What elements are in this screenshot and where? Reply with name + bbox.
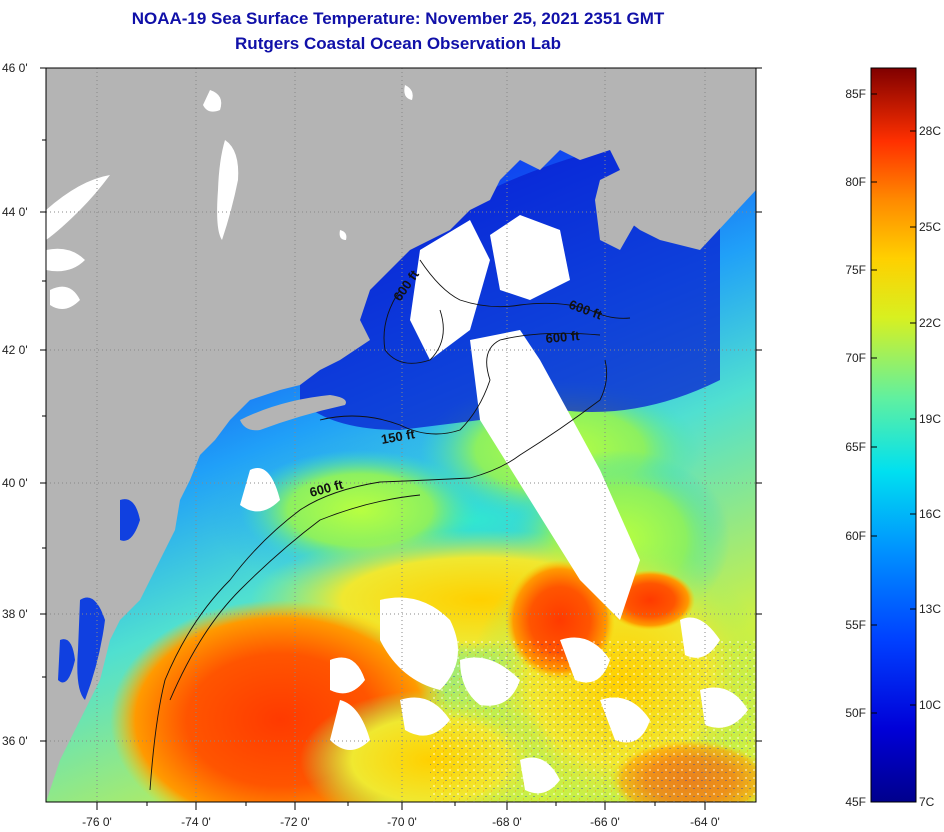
- lon-label-64: -64 0': [690, 815, 720, 829]
- temperature-colorbar: 85F 80F 75F 70F 65F 60F 55F 50F 45F 28C …: [845, 67, 941, 809]
- bays: [58, 499, 140, 700]
- colorbar-c-10: 10C: [919, 698, 941, 712]
- bathymetry-contours: [149, 259, 631, 791]
- lon-label-72: -72 0': [280, 815, 310, 829]
- colorbar-f-70: 70F: [845, 351, 866, 365]
- map-panel: 600 ft 600 ft 600 ft 150 ft 600 ft: [46, 68, 756, 802]
- lat-label-36: 36 0': [2, 734, 28, 748]
- colorbar-f-80: 80F: [845, 175, 866, 189]
- axis-ticks: [40, 67, 762, 810]
- longitude-labels: -76 0' -74 0' -72 0' -70 0' -68 0' -66 0…: [82, 815, 720, 829]
- colorbar-f-85: 85F: [845, 87, 866, 101]
- colorbar-c-19: 19C: [919, 412, 941, 426]
- lat-label-44: 44 0': [2, 205, 28, 219]
- lat-label-46: 46 0': [2, 61, 28, 75]
- colorbar-c-7: 7C: [919, 795, 935, 809]
- lon-label-74: -74 0': [181, 815, 211, 829]
- cloud-mask: [240, 215, 748, 794]
- colorbar-f-65: 65F: [845, 440, 866, 454]
- colorbar-c-16: 16C: [919, 507, 941, 521]
- colorbar-f-75: 75F: [845, 263, 866, 277]
- contour-label-3: 600 ft: [545, 328, 581, 346]
- colorbar-c-28: 28C: [919, 124, 941, 138]
- land-mask: [46, 68, 756, 802]
- colorbar-ticks: [871, 93, 916, 714]
- chart-subtitle: Rutgers Coastal Ocean Observation Lab: [235, 34, 561, 53]
- lat-label-40: 40 0': [2, 476, 28, 490]
- lat-label-38: 38 0': [2, 607, 28, 621]
- chart-title: NOAA-19 Sea Surface Temperature: Novembe…: [131, 9, 665, 28]
- lon-label-68: -68 0': [492, 815, 522, 829]
- colorbar-gradient: [870, 67, 917, 803]
- colorbar-f-50: 50F: [845, 706, 866, 720]
- map-frame: [45, 67, 757, 803]
- contour-label-4: 150 ft: [380, 426, 417, 447]
- lakes: [46, 85, 413, 309]
- latitude-labels: 46 0' 44 0' 42 0' 40 0' 38 0' 36 0': [2, 61, 28, 748]
- colorbar-c-13: 13C: [919, 602, 941, 616]
- lon-label-70: -70 0': [387, 815, 417, 829]
- lat-label-42: 42 0': [2, 343, 28, 357]
- colorbar-f-55: 55F: [845, 618, 866, 632]
- colorbar-c-25: 25C: [919, 220, 941, 234]
- colorbar-c-22: 22C: [919, 316, 941, 330]
- colorbar-f-60: 60F: [845, 529, 866, 543]
- colorbar-f-45: 45F: [845, 795, 866, 809]
- lon-label-66: -66 0': [590, 815, 620, 829]
- lon-label-76: -76 0': [82, 815, 112, 829]
